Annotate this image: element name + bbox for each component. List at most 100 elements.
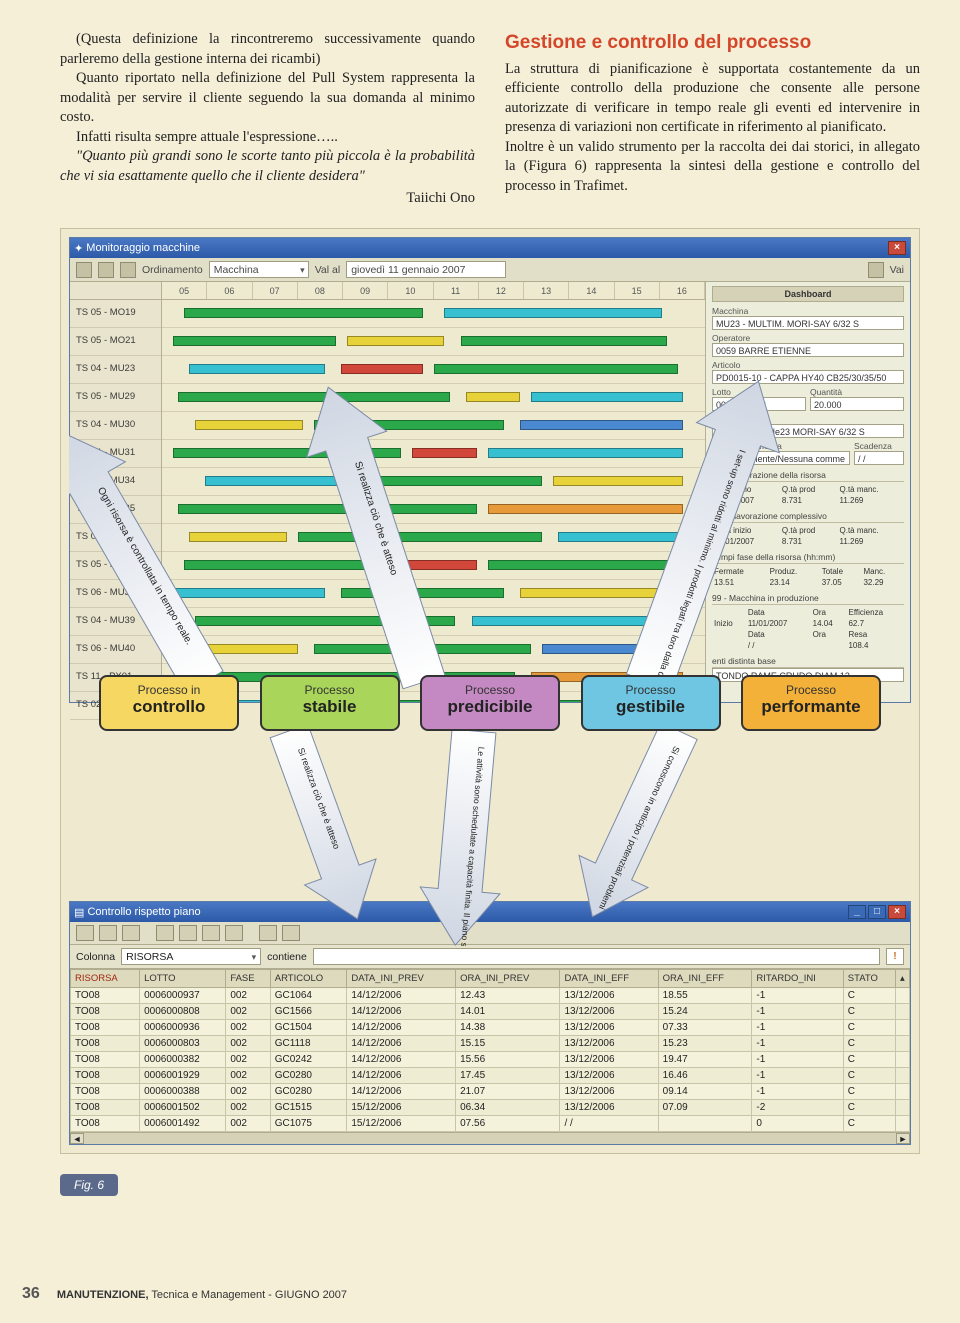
gantt-bar[interactable] xyxy=(173,336,336,346)
gantt-bar[interactable] xyxy=(488,448,683,458)
gantt-bar[interactable] xyxy=(412,448,477,458)
gantt-bar[interactable] xyxy=(189,532,287,542)
table-header[interactable]: RITARDO_INI xyxy=(752,970,843,988)
control-plan-titlebar[interactable]: ▤ Controllo rispetto piano _ □ × xyxy=(70,902,910,922)
gantt-bar[interactable] xyxy=(298,532,542,542)
gantt-bar[interactable] xyxy=(195,420,304,430)
toolbar-icon[interactable] xyxy=(76,925,94,941)
table-header[interactable]: FASE xyxy=(226,970,270,988)
operatore-field[interactable]: 0059 BARRE ETIENNE xyxy=(712,343,904,357)
gantt-bar[interactable] xyxy=(341,364,422,374)
gantt-grid[interactable]: 050607080910111213141516 xyxy=(162,282,705,702)
table-row[interactable]: TO080006000936002GC150414/12/200614.3813… xyxy=(71,1020,910,1036)
gantt-row-label[interactable]: TS 04 - MU23 xyxy=(70,356,161,384)
gantt-row-label[interactable]: TS 05 - MU37 xyxy=(70,552,161,580)
gantt-bar[interactable] xyxy=(553,476,683,486)
table-row[interactable]: TO080006001502002GC151515/12/200606.3413… xyxy=(71,1100,910,1116)
gantt-bar[interactable] xyxy=(178,504,477,514)
minimize-icon[interactable]: _ xyxy=(848,905,866,919)
toolbar-icon[interactable] xyxy=(76,262,92,278)
horizontal-scrollbar[interactable]: ◄ ► xyxy=(70,1132,910,1144)
toolbar-icon[interactable] xyxy=(98,262,114,278)
gantt-bar[interactable] xyxy=(461,336,667,346)
table-header[interactable]: ORA_INI_EFF xyxy=(658,970,752,988)
macchina-field[interactable]: MU23 - MULTIM. MORI-SAY 6/32 S xyxy=(712,316,904,330)
gantt-bar[interactable] xyxy=(189,364,325,374)
gantt-row-label[interactable]: TS 04 - MU39 xyxy=(70,608,161,636)
control-data-table[interactable]: RISORSALOTTOFASEARTICOLODATA_INI_PREVORA… xyxy=(70,969,910,1132)
gantt-row-label[interactable]: TS 04 - MU30 xyxy=(70,412,161,440)
gantt-bar[interactable] xyxy=(379,476,542,486)
monitoring-titlebar[interactable]: ✦ Monitoraggio macchine × xyxy=(70,238,910,258)
gantt-bar[interactable] xyxy=(173,448,401,458)
table-row[interactable]: TO080006000803002GC111814/12/200615.1513… xyxy=(71,1036,910,1052)
gantt-bar[interactable] xyxy=(178,392,450,402)
gantt-bar[interactable] xyxy=(173,588,325,598)
toolbar-icon[interactable] xyxy=(99,925,117,941)
gantt-bar[interactable] xyxy=(520,420,683,430)
table-row[interactable]: TO080006000382002GC024214/12/200615.5613… xyxy=(71,1052,910,1068)
filter-input[interactable] xyxy=(313,948,880,965)
table-header[interactable]: DATA_INI_EFF xyxy=(560,970,658,988)
gantt-bar[interactable] xyxy=(184,560,390,570)
scroll-left-icon[interactable]: ◄ xyxy=(70,1133,84,1144)
colonna-combo[interactable]: RISORSA xyxy=(121,948,261,965)
table-row[interactable]: TO080006001492002GC107515/12/200607.56/ … xyxy=(71,1116,910,1132)
table-header[interactable]: RISORSA xyxy=(71,970,140,988)
gantt-bar[interactable] xyxy=(401,560,477,570)
table-row[interactable]: TO080006001929002GC028014/12/200617.4513… xyxy=(71,1068,910,1084)
gantt-bar[interactable] xyxy=(531,392,683,402)
articolo-field[interactable]: PD0015-10 - CAPPA HY40 CB25/30/35/50 xyxy=(712,370,904,384)
gantt-row-label[interactable]: TS 04 - MU31 xyxy=(70,440,161,468)
table-header[interactable]: ORA_INI_PREV xyxy=(456,970,560,988)
gantt-row-label[interactable]: TS 05 - MO21 xyxy=(70,328,161,356)
gantt-bar[interactable] xyxy=(444,308,661,318)
prev-icon[interactable] xyxy=(179,925,197,941)
gantt-bar[interactable] xyxy=(178,644,297,654)
gantt-bar[interactable] xyxy=(341,588,504,598)
gantt-bar[interactable] xyxy=(314,644,531,654)
gantt-row-label[interactable]: TS 06 - MU38 xyxy=(70,580,161,608)
scroll-right-icon[interactable]: ► xyxy=(896,1133,910,1144)
next-icon[interactable] xyxy=(202,925,220,941)
toolbar-icon[interactable] xyxy=(122,925,140,941)
gantt-bar[interactable] xyxy=(472,616,678,626)
gantt-bar[interactable] xyxy=(542,644,683,654)
gantt-row-label[interactable]: TS 05 - MU29 xyxy=(70,384,161,412)
gantt-row-label[interactable]: TS 05 - MO19 xyxy=(70,300,161,328)
gantt-bar[interactable] xyxy=(347,336,445,346)
filter-icon[interactable] xyxy=(259,925,277,941)
gantt-bar[interactable] xyxy=(488,504,683,514)
date-field[interactable]: giovedì 11 gennaio 2007 xyxy=(346,261,506,278)
table-row[interactable]: TO080006000808002GC156614/12/200614.0113… xyxy=(71,1004,910,1020)
last-icon[interactable] xyxy=(225,925,243,941)
gantt-bar[interactable] xyxy=(205,476,357,486)
gantt-row-label[interactable]: TS 05 - MU35 xyxy=(70,496,161,524)
toolbar-icon[interactable] xyxy=(282,925,300,941)
ordinamento-combo[interactable]: Macchina xyxy=(209,261,309,278)
table-header[interactable]: STATO xyxy=(843,970,895,988)
close-icon[interactable]: × xyxy=(888,905,906,919)
gantt-bar[interactable] xyxy=(195,616,456,626)
gantt-row-label[interactable]: TS 05 - MU36 xyxy=(70,524,161,552)
gantt-bar[interactable] xyxy=(466,392,520,402)
table-row[interactable]: TO080006000937002GC106414/12/200612.4313… xyxy=(71,988,910,1004)
warning-icon[interactable]: ! xyxy=(886,948,904,965)
gantt-bar[interactable] xyxy=(520,588,683,598)
maximize-icon[interactable]: □ xyxy=(868,905,886,919)
gantt-bar[interactable] xyxy=(558,532,677,542)
vai-button[interactable]: Vai xyxy=(890,264,904,276)
first-icon[interactable] xyxy=(156,925,174,941)
gantt-bar[interactable] xyxy=(184,308,423,318)
gantt-bar[interactable] xyxy=(488,560,678,570)
gantt-row-label[interactable]: TS 06 - MU40 xyxy=(70,636,161,664)
table-row[interactable]: TO080006000388002GC028014/12/200621.0713… xyxy=(71,1084,910,1100)
toolbar-icon[interactable] xyxy=(868,262,884,278)
table-header[interactable]: ARTICOLO xyxy=(270,970,347,988)
table-header[interactable]: LOTTO xyxy=(140,970,226,988)
gantt-row-label[interactable]: TS 04 - MU34 xyxy=(70,468,161,496)
gantt-bar[interactable] xyxy=(314,420,504,430)
table-header[interactable]: DATA_INI_PREV xyxy=(347,970,456,988)
gantt-bar[interactable] xyxy=(434,364,678,374)
close-icon[interactable]: × xyxy=(888,241,906,255)
